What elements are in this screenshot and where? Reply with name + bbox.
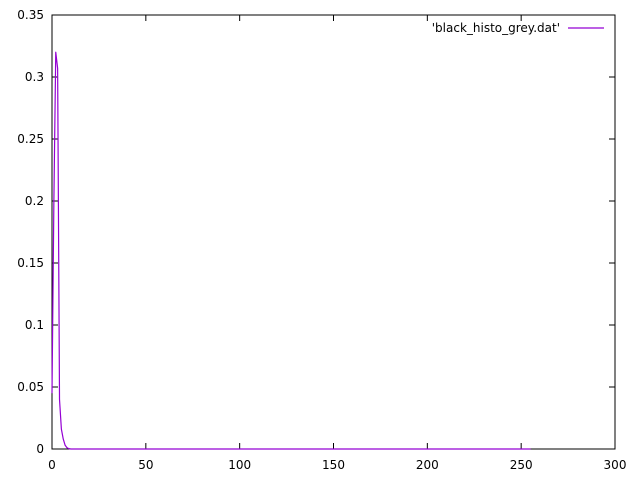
y-tick-label: 0.3 xyxy=(25,70,44,84)
y-tick-label: 0.2 xyxy=(25,194,44,208)
y-tick-label: 0.35 xyxy=(17,8,44,22)
x-tick-label: 300 xyxy=(604,458,627,472)
y-tick-label: 0.05 xyxy=(17,380,44,394)
x-tick-label: 50 xyxy=(138,458,153,472)
y-axis: 0 0.05 0.1 0.15 0.2 0.25 0.3 0.35 xyxy=(17,8,615,456)
series-layer xyxy=(51,51,531,450)
x-tick-label: 250 xyxy=(510,458,533,472)
y-tick-label: 0.1 xyxy=(25,318,44,332)
x-tick-label: 100 xyxy=(228,458,251,472)
plot-frame xyxy=(51,14,616,450)
legend: 'black_histo_grey.dat' xyxy=(432,21,604,35)
y-tick-label: 0 xyxy=(36,442,44,456)
legend-label: 'black_histo_grey.dat' xyxy=(432,21,560,35)
y-tick-label: 0.25 xyxy=(17,132,44,146)
x-tick-label: 0 xyxy=(48,458,56,472)
series-line xyxy=(51,51,531,450)
y-tick-label: 0.15 xyxy=(17,256,44,270)
x-axis: 0 50 100 150 200 250 300 xyxy=(48,15,626,472)
x-tick-label: 150 xyxy=(322,458,345,472)
x-tick-label: 200 xyxy=(416,458,439,472)
